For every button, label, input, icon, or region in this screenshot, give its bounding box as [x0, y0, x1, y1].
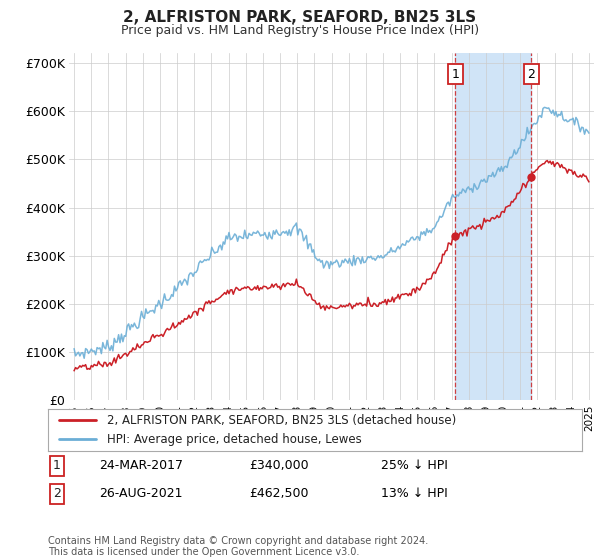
Text: 13% ↓ HPI: 13% ↓ HPI: [381, 487, 448, 501]
Text: 2, ALFRISTON PARK, SEAFORD, BN25 3LS: 2, ALFRISTON PARK, SEAFORD, BN25 3LS: [124, 10, 476, 25]
Text: £340,000: £340,000: [249, 459, 308, 473]
Text: Price paid vs. HM Land Registry's House Price Index (HPI): Price paid vs. HM Land Registry's House …: [121, 24, 479, 36]
Text: 2: 2: [53, 487, 61, 501]
Text: 2, ALFRISTON PARK, SEAFORD, BN25 3LS (detached house): 2, ALFRISTON PARK, SEAFORD, BN25 3LS (de…: [107, 414, 456, 427]
Text: 24-MAR-2017: 24-MAR-2017: [99, 459, 183, 473]
Bar: [455, 53, 532, 400]
Text: 1: 1: [451, 68, 460, 81]
Text: 26-AUG-2021: 26-AUG-2021: [99, 487, 182, 501]
Text: HPI: Average price, detached house, Lewes: HPI: Average price, detached house, Lewe…: [107, 433, 361, 446]
Text: Contains HM Land Registry data © Crown copyright and database right 2024.
This d: Contains HM Land Registry data © Crown c…: [48, 535, 428, 557]
Text: £462,500: £462,500: [249, 487, 308, 501]
Text: 1: 1: [53, 459, 61, 473]
Text: 2: 2: [527, 68, 535, 81]
Text: 25% ↓ HPI: 25% ↓ HPI: [381, 459, 448, 473]
